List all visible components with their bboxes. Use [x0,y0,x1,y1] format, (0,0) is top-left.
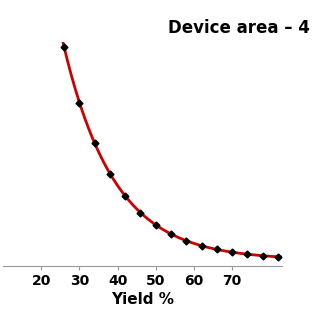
Text: Device area – 4: Device area – 4 [168,19,309,37]
X-axis label: Yield %: Yield % [111,292,174,307]
